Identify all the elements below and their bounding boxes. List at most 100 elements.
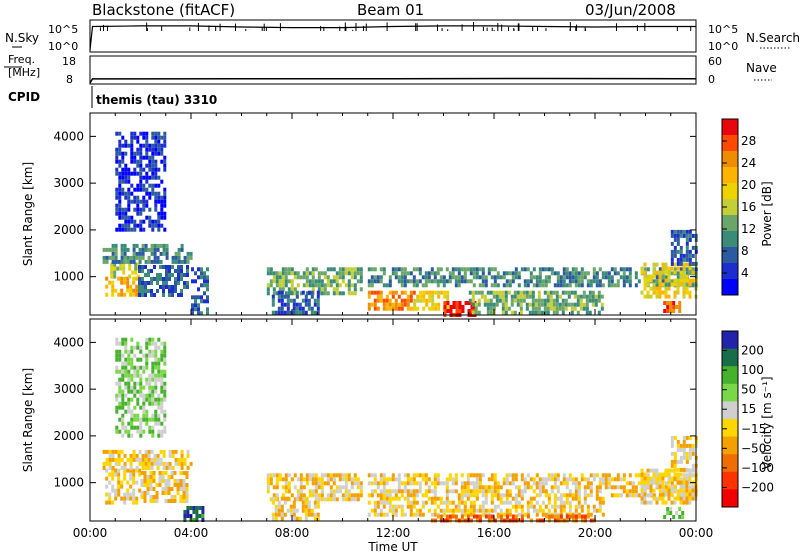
- heatmap-cell: [133, 405, 137, 410]
- heatmap-cell: [511, 271, 515, 276]
- heatmap-cell: [400, 512, 404, 517]
- heatmap-cell: [553, 496, 557, 501]
- heatmap-cell: [625, 279, 629, 284]
- heatmap-cell: [499, 275, 503, 280]
- heatmap-cell: [673, 476, 677, 481]
- heatmap-cell: [691, 270, 695, 275]
- heatmap-cell: [146, 479, 150, 483]
- heatmap-cell: [129, 288, 133, 293]
- heatmap-cell: [679, 496, 683, 501]
- heatmap-cell: [604, 485, 608, 490]
- heatmap-cell: [652, 274, 656, 279]
- heatmap-cell: [483, 302, 487, 307]
- heatmap-cell: [499, 496, 503, 501]
- heatmap-cell: [182, 491, 186, 495]
- heatmap-cell: [163, 349, 167, 354]
- colorbar-tick-label: −200: [741, 480, 774, 494]
- heatmap-cell: [676, 233, 680, 238]
- heatmap-cell: [316, 306, 320, 311]
- heatmap-cell: [613, 283, 617, 288]
- heatmap-cell: [388, 508, 392, 513]
- heatmap-cell: [148, 143, 152, 148]
- heatmap-cell: [546, 294, 550, 299]
- heatmap-cell: [576, 302, 580, 307]
- heatmap-cell: [682, 282, 686, 287]
- heatmap-cell: [132, 472, 136, 477]
- heatmap-cell: [561, 298, 565, 303]
- heatmap-cell: [679, 455, 683, 460]
- heatmap-cell: [347, 283, 351, 288]
- heatmap-cell: [114, 243, 118, 248]
- heatmap-cell: [445, 496, 449, 501]
- heatmap-cell: [278, 477, 282, 482]
- heatmap-cell: [120, 251, 124, 256]
- heatmap-cell: [139, 373, 143, 378]
- heatmap-cell: [688, 266, 692, 271]
- heatmap-cell: [163, 191, 167, 196]
- heatmap-cell: [281, 477, 285, 482]
- heatmap-cell: [550, 514, 554, 519]
- heatmap-cell: [206, 279, 209, 284]
- heatmap-cell: [520, 267, 524, 272]
- heatmap-cell: [114, 288, 118, 293]
- heatmap-cell: [271, 500, 275, 505]
- heatmap-cell: [192, 506, 196, 510]
- heatmap-cell: [655, 286, 659, 291]
- heatmap-cell: [658, 274, 662, 279]
- heatmap-cell: [203, 275, 206, 280]
- heatmap-cell: [151, 377, 155, 382]
- heatmap-cell: [275, 473, 279, 478]
- heatmap-cell: [397, 477, 401, 482]
- heatmap-cell: [314, 279, 318, 284]
- heatmap-cell: [421, 512, 425, 517]
- heatmap-cell: [514, 508, 518, 513]
- heatmap-cell: [559, 514, 563, 519]
- heatmap-cell: [284, 267, 288, 272]
- heatmap-cell: [198, 506, 202, 510]
- heatmap-cell: [148, 219, 152, 224]
- heatmap-cell: [688, 492, 692, 497]
- heatmap-cell: [676, 282, 680, 287]
- heatmap-cell: [153, 259, 157, 264]
- heatmap-cell: [652, 493, 656, 498]
- heatmap-cell: [580, 508, 584, 513]
- heatmap-cell: [649, 484, 653, 489]
- heatmap-cell: [478, 485, 482, 490]
- heatmap-cell: [278, 271, 282, 276]
- heatmap-cell: [151, 167, 155, 172]
- heatmap-cell: [127, 397, 131, 402]
- heatmap-cell: [139, 393, 143, 398]
- heatmap-cell: [442, 500, 446, 505]
- heatmap-cell: [514, 267, 518, 272]
- heatmap-cell: [274, 310, 278, 315]
- heatmap-cell: [520, 493, 524, 498]
- heatmap-cell: [356, 493, 360, 498]
- colorbar-swatch: [722, 366, 738, 385]
- heatmap-cell: [111, 280, 115, 285]
- heatmap-cell: [391, 306, 395, 311]
- heatmap-cell: [604, 481, 608, 486]
- heatmap-cell: [123, 251, 127, 256]
- heatmap-cell: [385, 489, 389, 494]
- heatmap-cell: [613, 267, 617, 272]
- heatmap-cell: [326, 267, 330, 272]
- heatmap-cell: [129, 284, 133, 289]
- heatmap-cell: [394, 512, 398, 517]
- heatmap-cell: [115, 369, 119, 374]
- heatmap-cell: [460, 489, 464, 494]
- heatmap-cell: [338, 275, 342, 280]
- heatmap-cell: [114, 457, 118, 462]
- heatmap-cell: [292, 516, 296, 521]
- heatmap-cell: [142, 385, 146, 390]
- heatmap-cell: [154, 397, 158, 402]
- heatmap-cell: [157, 401, 161, 406]
- heatmap-cell: [475, 489, 479, 494]
- heatmap-cell: [655, 484, 659, 489]
- heatmap-cell: [183, 461, 187, 466]
- heatmap-cell: [117, 449, 121, 454]
- heatmap-cell: [661, 270, 665, 275]
- heatmap-cell: [670, 500, 674, 505]
- heatmap-cell: [160, 353, 164, 358]
- y-tick-label: 2000: [53, 223, 84, 237]
- heatmap-cell: [601, 512, 605, 517]
